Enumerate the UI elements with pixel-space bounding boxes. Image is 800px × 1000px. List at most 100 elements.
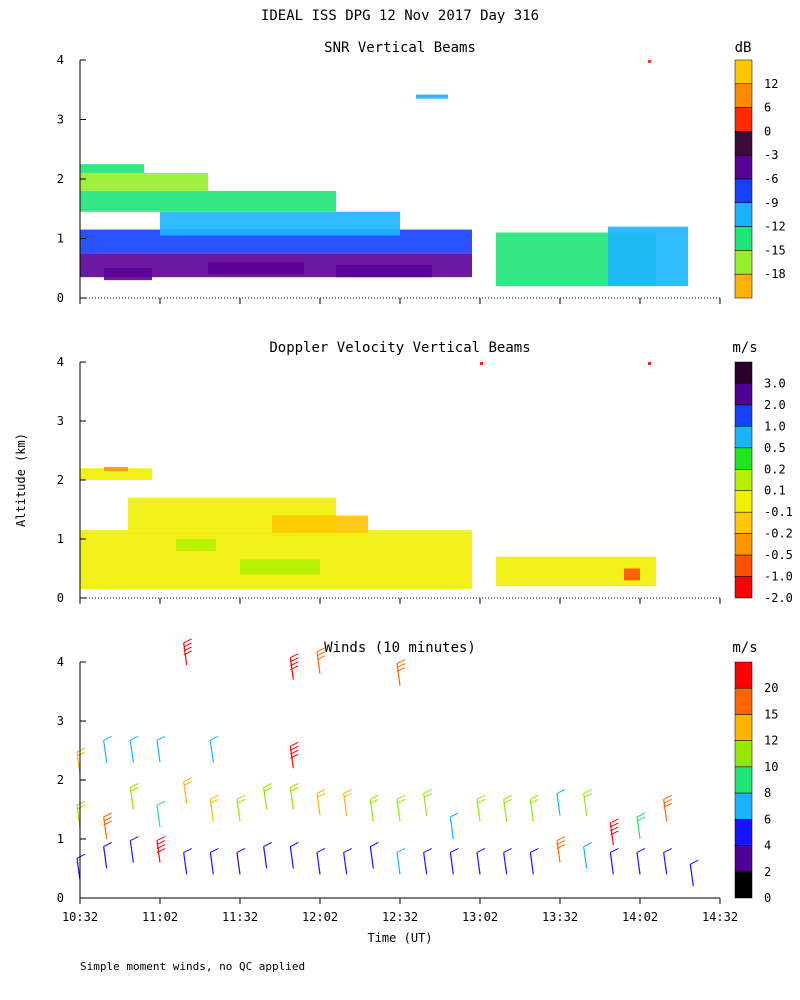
- wind-barb-flag: [76, 751, 86, 757]
- y-tick-label: 2: [57, 473, 64, 487]
- wind-barb-flag: [290, 787, 299, 792]
- colorbar-label: -3: [764, 148, 778, 162]
- x-axis-label: Time (UT): [367, 931, 432, 945]
- wind-barb: [636, 852, 641, 875]
- snr-colorbar: 12 6 0 -3 -6 -9 -12 -15 -18: [734, 59, 786, 299]
- wind-barb-flag: [263, 787, 272, 792]
- snr-colorbar-unit: dB: [735, 40, 752, 56]
- y-tick-label: 0: [57, 291, 64, 305]
- colorbar-swatch: [734, 447, 753, 470]
- wind-barb-flag: [396, 794, 406, 800]
- colorbar-swatch: [734, 576, 753, 599]
- wind-barb-flag: [476, 794, 486, 800]
- wind-barb-flag: [583, 788, 592, 794]
- wind-barb-flag: [130, 735, 139, 741]
- wind-barb-flag: [636, 847, 646, 853]
- wind-barb-flag: [503, 798, 512, 804]
- wind-barb-flag: [290, 657, 299, 663]
- wind-barb-flag: [210, 847, 219, 853]
- colorbar-swatch: [734, 273, 753, 299]
- colorbar-swatch: [734, 687, 753, 715]
- colorbar-label: 12: [764, 734, 778, 748]
- colorbar-label: 2: [764, 865, 771, 879]
- wind-barb: [129, 740, 134, 763]
- colorbar-swatch: [734, 740, 753, 768]
- x-tick-label: 11:02: [142, 910, 178, 924]
- wind-barb-flag: [183, 777, 192, 783]
- wind-barb-flag: [183, 638, 192, 644]
- y-tick-label: 4: [57, 355, 64, 369]
- wind-barb-flag: [610, 830, 619, 836]
- doppler-axes: 0 1 2 3 4: [57, 355, 721, 605]
- wind-barb: [289, 846, 294, 869]
- heatmap-cell: [416, 94, 448, 99]
- heatmap-cell: [104, 467, 128, 472]
- colorbar-label: 15: [764, 707, 778, 721]
- wind-barb-flag: [450, 812, 459, 818]
- colorbar-label: 4: [764, 839, 771, 853]
- colorbar-label: -18: [764, 267, 786, 281]
- x-tick-label: 11:32: [222, 910, 258, 924]
- wind-barb: [529, 852, 534, 875]
- wind-barb-flag: [236, 794, 246, 800]
- wind-barb-flag: [130, 836, 139, 842]
- wind-barb-flag: [156, 840, 166, 846]
- wind-barb-flag: [396, 663, 406, 669]
- wind-barb-flag: [556, 840, 566, 846]
- colorbar-swatch: [734, 792, 753, 820]
- wind-barb-flag: [210, 735, 219, 741]
- wind-barb-flag: [636, 812, 646, 818]
- y-tick-label: 1: [57, 232, 64, 246]
- colorbar-swatch: [734, 554, 753, 577]
- heatmap-cell: [336, 265, 432, 278]
- y-tick-label: 0: [57, 891, 64, 905]
- wind-barb-flag: [210, 798, 219, 804]
- heatmap-cell: [80, 173, 208, 191]
- colorbar-swatch: [734, 83, 753, 108]
- heatmap-cell: [648, 362, 652, 365]
- wind-barb-flag: [610, 818, 619, 824]
- wind-barb-flag: [290, 783, 299, 788]
- colorbar-label: 8: [764, 786, 771, 800]
- wind-barb: [369, 846, 374, 869]
- colorbar-label: 0: [764, 891, 771, 905]
- wind-barb-flag: [343, 788, 352, 794]
- heatmap-cell: [104, 268, 152, 281]
- wind-barb: [129, 840, 134, 863]
- y-tick-label: 2: [57, 773, 64, 787]
- wind-barb-flag: [183, 642, 192, 648]
- colorbar-label: 10: [764, 760, 778, 774]
- wind-barb: [689, 864, 694, 887]
- heatmap-cell: [240, 559, 320, 575]
- doppler-plot-area: [80, 362, 656, 590]
- panel-title-snr: SNR Vertical Beams: [324, 40, 476, 56]
- snr-plot-area: [80, 60, 688, 287]
- wind-barb-flag: [263, 842, 272, 847]
- heatmap-cell: [80, 190, 336, 212]
- wind-barb-flag: [396, 659, 406, 665]
- panel-title-winds: Winds (10 minutes): [324, 640, 476, 656]
- wind-barb-flag: [130, 783, 139, 788]
- colorbar-swatch: [734, 202, 753, 227]
- wind-barb-flag: [530, 847, 539, 853]
- wind-barb-flag: [530, 794, 539, 800]
- colorbar-swatch: [734, 383, 753, 406]
- wind-barb-flag: [156, 848, 166, 854]
- colorbar-swatch: [734, 361, 753, 384]
- colorbar-label: 6: [764, 812, 771, 826]
- winds-colorbar-unit: m/s: [732, 640, 757, 656]
- y-tick-label: 0: [57, 591, 64, 605]
- doppler-colorbar: 3.0 2.0 1.0 0.5 0.2 0.1 -0.1 -0.2 -0.5 -1.0 -2.0: [734, 361, 793, 605]
- wind-barb-flag: [156, 800, 166, 806]
- colorbar-label: -0.2: [764, 527, 793, 541]
- wind-barb-flag: [316, 788, 326, 794]
- wind-barb: [396, 852, 401, 875]
- wind-barb-flag: [663, 802, 672, 808]
- colorbar-label: 0: [764, 124, 771, 138]
- wind-barb-flag: [396, 667, 406, 673]
- wind-barb: [209, 740, 214, 763]
- wind-barb-flag: [370, 798, 379, 804]
- wind-barb-flag: [263, 783, 272, 788]
